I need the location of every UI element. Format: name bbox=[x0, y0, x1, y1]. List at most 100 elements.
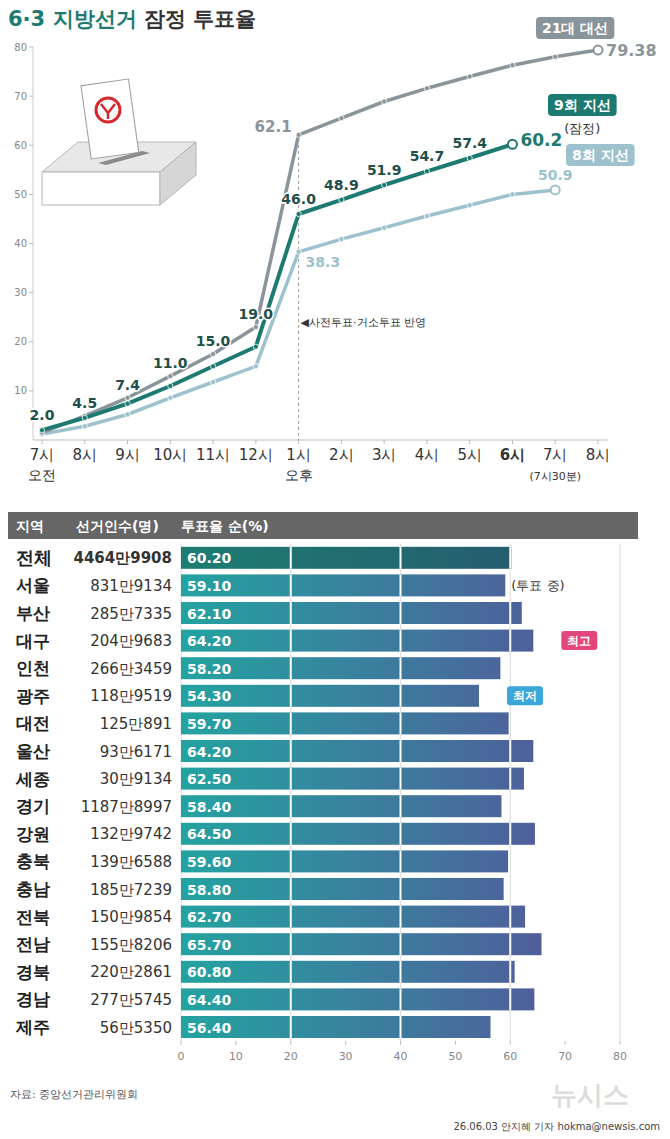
bar-separator bbox=[290, 685, 292, 707]
data-label: 58.20 bbox=[187, 661, 232, 677]
category-label: 부산 bbox=[16, 603, 50, 623]
x-tick-label: 7시 bbox=[30, 446, 55, 464]
data-label: 4.5 bbox=[72, 395, 97, 411]
x-tick-label: 60 bbox=[503, 1050, 517, 1063]
bar-separator bbox=[290, 630, 292, 652]
bar-separator bbox=[400, 657, 402, 679]
category-label: 세종 bbox=[15, 769, 50, 789]
series-point bbox=[82, 415, 87, 420]
data-label: 48.9 bbox=[324, 177, 359, 193]
x-tick-label: 7시 bbox=[543, 446, 568, 464]
series-point bbox=[424, 169, 429, 174]
x-tick bbox=[255, 440, 256, 444]
x-tick bbox=[170, 440, 171, 444]
x-tick bbox=[400, 1041, 401, 1045]
grid-line bbox=[400, 544, 401, 1041]
data-label: 64.20 bbox=[187, 633, 232, 649]
series-point bbox=[125, 395, 130, 400]
x-sublabel: 오전 bbox=[28, 467, 56, 483]
legend-item: 8회 지선 bbox=[566, 144, 635, 166]
bar-separator bbox=[290, 961, 292, 983]
data-label: 46.0 bbox=[281, 191, 316, 207]
x-tick bbox=[598, 440, 599, 444]
series-point bbox=[168, 383, 173, 388]
data-label: 62.50 bbox=[187, 771, 232, 787]
x-tick-label: 20 bbox=[284, 1050, 298, 1063]
x-tick-label: 70 bbox=[558, 1050, 572, 1063]
x-sublabel: 오후 bbox=[285, 467, 313, 483]
bar-separator bbox=[290, 547, 292, 569]
x-tick-label: 6시 bbox=[500, 446, 525, 464]
data-label: 7.4 bbox=[115, 377, 140, 393]
page: 6·3 지방선거 잠정 투표율10203040506070807시오전8시9시1… bbox=[0, 0, 670, 1139]
badge bbox=[507, 686, 543, 705]
legend-item: 21대 대선 bbox=[536, 17, 614, 39]
column-header: 지역 bbox=[16, 518, 44, 534]
line-plot bbox=[39, 46, 602, 437]
series-point bbox=[253, 324, 258, 329]
data-label: 50.9 bbox=[538, 167, 573, 183]
series-point bbox=[551, 185, 560, 194]
annotation: ◀사전투표·거소투표 반영 bbox=[301, 316, 426, 329]
bar bbox=[181, 768, 524, 790]
legend-label: 8회 지선 bbox=[572, 147, 629, 163]
x-tick bbox=[181, 1041, 182, 1045]
x-tick bbox=[345, 1041, 346, 1045]
data-label: 62.1 bbox=[255, 118, 292, 136]
data-label: 59.70 bbox=[187, 716, 232, 732]
electorate-label: 30만9134 bbox=[100, 770, 172, 788]
bar-separator bbox=[509, 768, 511, 790]
bar-separator bbox=[290, 850, 292, 872]
annotation: (투표 중) bbox=[511, 578, 564, 593]
bar-separator bbox=[290, 574, 292, 596]
series-point bbox=[382, 99, 387, 104]
title: 6·3 지방선거 잠정 투표율 bbox=[8, 7, 256, 31]
x-sublabel: (7시30분) bbox=[529, 470, 581, 483]
x-tick-label: 10시 bbox=[153, 446, 187, 464]
series-point bbox=[39, 428, 44, 433]
bar bbox=[181, 712, 509, 734]
electorate-label: 56만5350 bbox=[100, 1019, 172, 1037]
bar bbox=[181, 795, 501, 817]
category-label: 전남 bbox=[16, 934, 50, 954]
category-label: 대구 bbox=[16, 631, 50, 651]
y-tick bbox=[29, 390, 33, 391]
bar-separator bbox=[290, 906, 292, 928]
bar-separator bbox=[509, 740, 511, 762]
bar-separator bbox=[290, 795, 292, 817]
bar-separator bbox=[400, 574, 402, 596]
column-header: 투표율 순(%) bbox=[181, 518, 269, 534]
bar-separator bbox=[400, 878, 402, 900]
x-tick bbox=[84, 440, 85, 444]
annotation: (잠정) bbox=[564, 121, 600, 136]
data-label: 38.3 bbox=[306, 254, 341, 270]
table-header bbox=[8, 512, 638, 539]
series-point bbox=[82, 424, 87, 429]
y-tick-label: 10 bbox=[14, 385, 27, 396]
electorate-label: 277만5745 bbox=[90, 991, 172, 1009]
bar-separator bbox=[290, 988, 292, 1010]
watermark: 뉴시스 bbox=[551, 1080, 629, 1110]
x-tick-label: 50 bbox=[448, 1050, 462, 1063]
grid-line bbox=[290, 544, 291, 1041]
series-point bbox=[467, 203, 472, 208]
data-label: 59.60 bbox=[187, 854, 232, 870]
electorate-label: 185만7239 bbox=[90, 881, 172, 899]
y-tick bbox=[29, 341, 33, 342]
electorate-label: 204만9683 bbox=[90, 632, 172, 650]
y-tick-label: 30 bbox=[14, 287, 27, 298]
bar bbox=[181, 878, 504, 900]
series-point bbox=[424, 86, 429, 91]
series-point bbox=[210, 351, 215, 356]
x-tick bbox=[512, 440, 513, 444]
box-front bbox=[42, 172, 160, 205]
data-label: 58.40 bbox=[187, 799, 232, 815]
series-point bbox=[382, 182, 387, 187]
category-label: 경남 bbox=[16, 989, 50, 1009]
x-tick bbox=[290, 1041, 291, 1045]
category-label: 전체 bbox=[16, 547, 52, 568]
bar bbox=[181, 657, 500, 679]
data-label: 60.2 bbox=[520, 130, 562, 150]
series-point bbox=[510, 192, 515, 197]
title-part: 투표율 bbox=[186, 7, 256, 31]
